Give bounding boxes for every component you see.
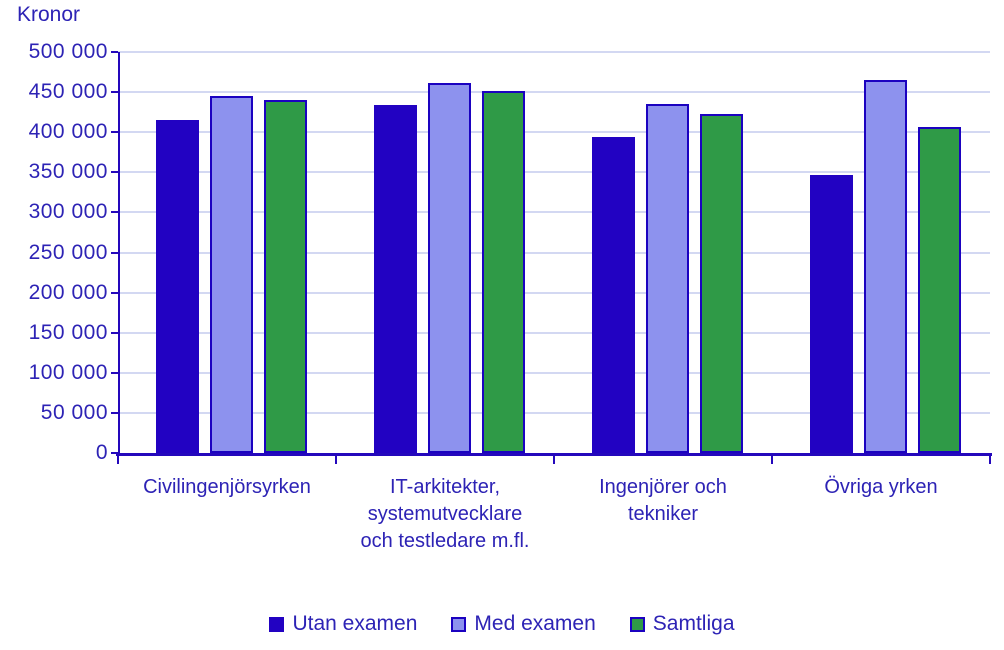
x-axis-tick	[117, 453, 119, 464]
y-axis-tick	[111, 51, 118, 53]
category-label: Civilingenjörsyrken	[118, 474, 336, 501]
legend-swatch-icon	[269, 616, 285, 632]
bar	[592, 137, 635, 453]
y-axis-tick	[111, 411, 118, 414]
bar	[210, 96, 253, 453]
y-axis-tick	[111, 291, 118, 294]
x-axis-tick	[553, 453, 555, 464]
y-tick-label: 50 000	[40, 400, 108, 424]
gridline	[118, 211, 990, 214]
bar	[264, 100, 307, 453]
bar	[810, 174, 853, 453]
y-axis-tick	[111, 171, 118, 174]
y-axis-unit-label: Kronor	[17, 3, 81, 26]
x-axis-tick	[335, 453, 337, 464]
bar	[864, 80, 907, 453]
category-label-line: systemutvecklare	[367, 503, 523, 525]
y-tick-label: 150 000	[28, 320, 108, 344]
legend-item: Utan examen	[269, 612, 417, 636]
x-axis-tick	[771, 453, 773, 464]
gridline	[118, 171, 990, 174]
gridline	[118, 331, 990, 334]
gridline	[118, 91, 990, 94]
y-tick-label: 200 000	[28, 280, 108, 304]
gridline	[118, 291, 990, 294]
category-label-line: tekniker	[627, 503, 699, 525]
gridline	[118, 131, 990, 134]
category-label-line: IT-arkitekter,	[389, 476, 501, 498]
y-axis-tick	[111, 131, 118, 134]
y-axis-line	[118, 52, 120, 455]
y-axis-tick	[111, 371, 118, 374]
y-axis-tick	[111, 91, 118, 94]
legend-item: Med examen	[451, 612, 596, 636]
y-axis-tick	[111, 452, 118, 454]
category-label-line: Ingenjörer och	[599, 476, 727, 498]
y-tick-label: 300 000	[28, 200, 108, 224]
gridline	[118, 51, 990, 53]
y-tick-label: 100 000	[28, 360, 108, 384]
category-label-line: Övriga yrken	[824, 476, 938, 498]
bar	[918, 126, 961, 453]
y-tick-label: 0	[95, 441, 108, 464]
gridline	[118, 251, 990, 254]
legend-item: Samtliga	[629, 612, 735, 636]
category-label-line: Civilingenjörsyrken	[143, 476, 311, 498]
y-tick-label: 400 000	[28, 120, 108, 144]
legend-label: Utan examen	[292, 612, 418, 635]
bar	[700, 113, 743, 453]
legend-label: Samtliga	[652, 612, 735, 635]
category-label: Övriga yrken	[772, 474, 990, 501]
y-axis-tick	[111, 211, 118, 214]
category-label: Ingenjörer och tekniker	[554, 474, 772, 528]
gridline	[118, 371, 990, 374]
category-label: IT-arkitekter, systemutvecklare och testle…	[336, 474, 554, 555]
legend-swatch-icon	[451, 616, 467, 632]
category-label-line: och testledare m.fl.	[360, 530, 530, 552]
gridline	[118, 411, 990, 414]
y-tick-label: 500 000	[28, 40, 108, 63]
bar	[374, 104, 417, 453]
bar	[482, 91, 525, 453]
y-tick-label: 350 000	[28, 160, 108, 184]
legend-label: Med examen	[474, 612, 596, 635]
bar	[428, 83, 471, 453]
legend: Utan examen Med examen Samtliga	[0, 612, 1004, 636]
legend-swatch-icon	[629, 616, 645, 632]
y-tick-label: 450 000	[28, 80, 108, 104]
x-axis-tick	[989, 453, 991, 464]
y-axis-tick	[111, 331, 118, 334]
y-axis-tick	[111, 251, 118, 254]
bar	[156, 120, 199, 453]
y-tick-label: 250 000	[28, 240, 108, 264]
bar	[646, 104, 689, 453]
